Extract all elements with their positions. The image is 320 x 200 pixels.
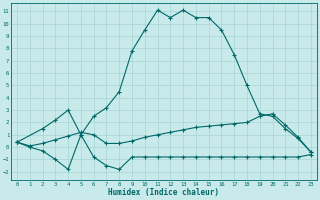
X-axis label: Humidex (Indice chaleur): Humidex (Indice chaleur)	[108, 188, 220, 197]
